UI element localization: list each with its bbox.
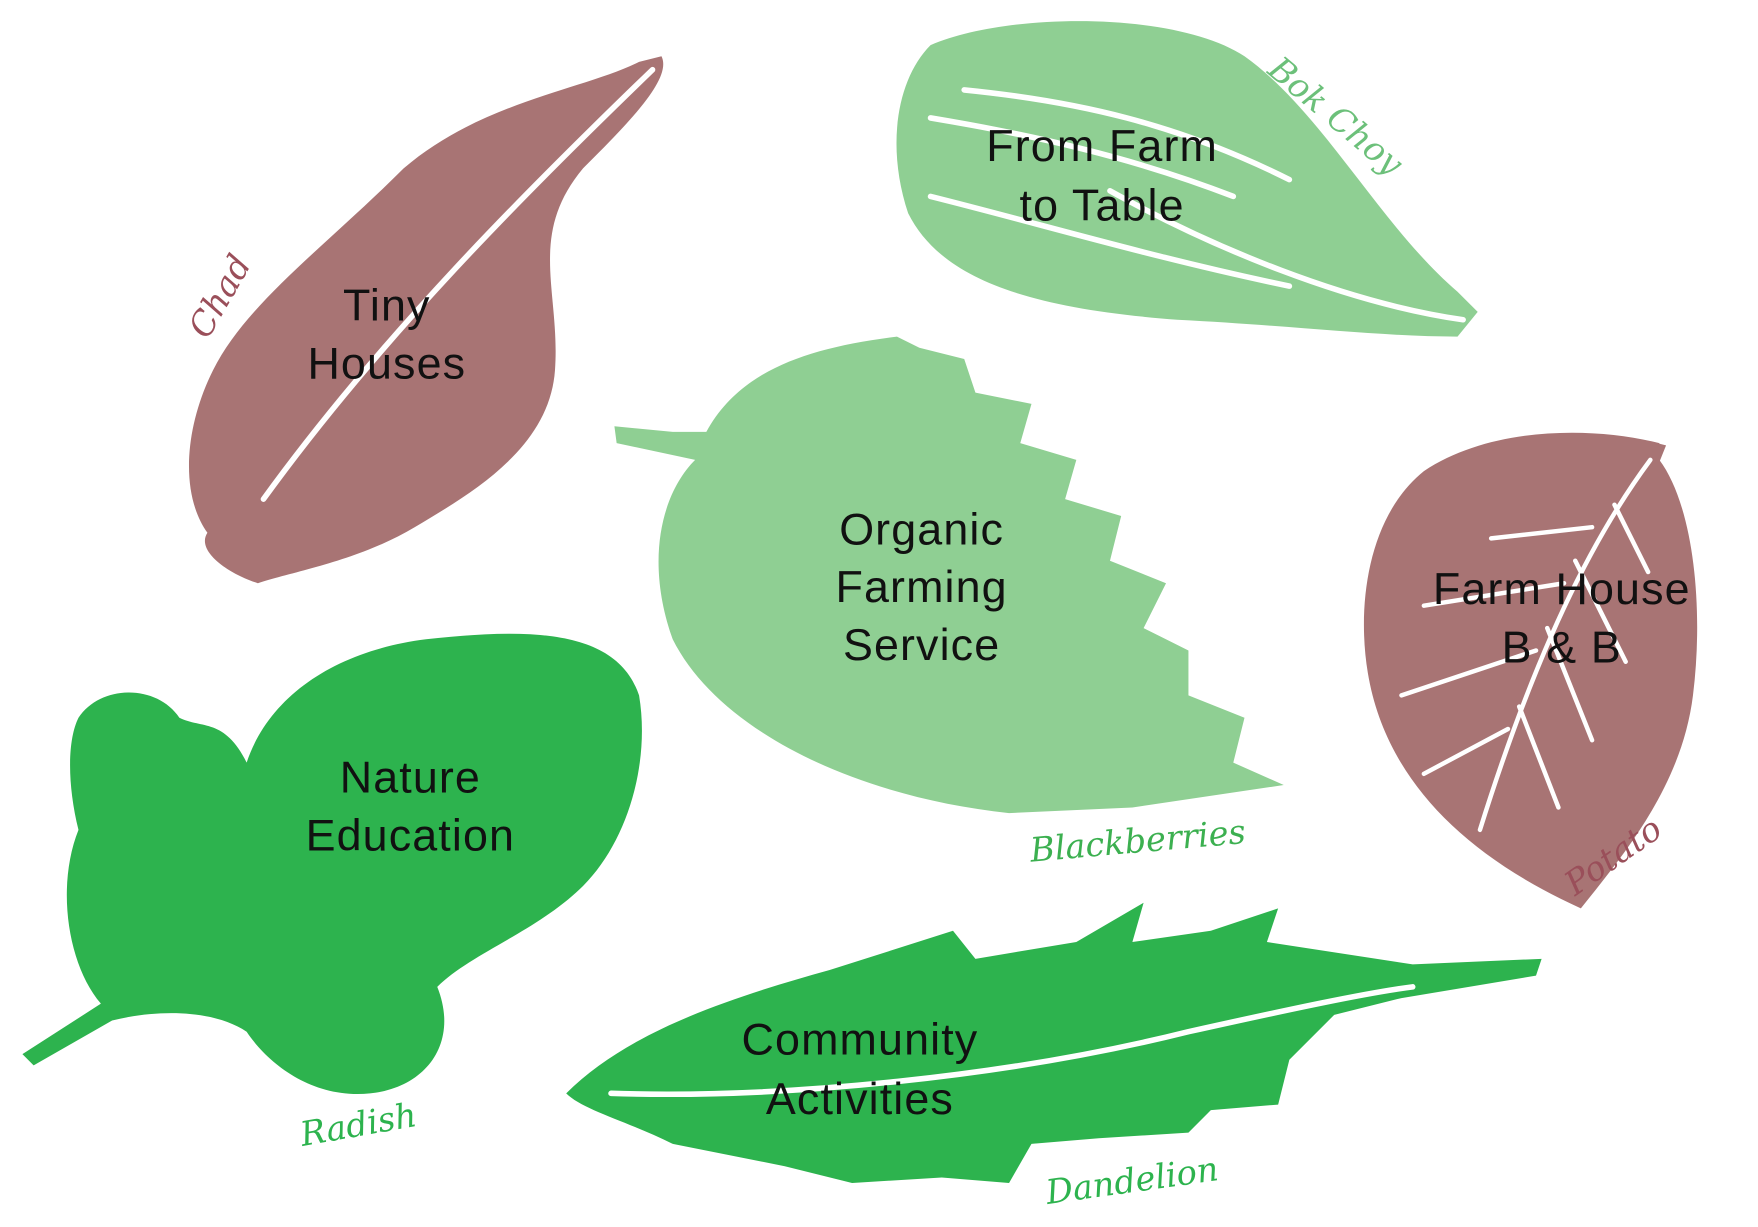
node-label: to Table — [1020, 180, 1185, 231]
node-label: Activities — [766, 1073, 954, 1124]
node-label: Education — [306, 810, 515, 861]
bok-choy-leaf — [896, 21, 1477, 336]
radish-leaf — [22, 634, 642, 1094]
node-label: Organic — [839, 504, 1004, 555]
node-label: From Farm — [986, 120, 1218, 171]
node-label: Nature — [340, 751, 481, 802]
leaf-diagram: Tiny Houses From Farm to Table Organic F… — [0, 0, 1758, 1227]
node-label: Farming — [835, 561, 1007, 612]
node-label: Farm House — [1433, 563, 1691, 614]
node-label: B & B — [1502, 621, 1622, 672]
node-label: Service — [843, 619, 1000, 670]
plant-name: Dandelion — [1042, 1149, 1220, 1212]
plant-name: Blackberries — [1027, 812, 1247, 870]
node-label: Houses — [307, 338, 466, 389]
dandelion-leaf — [566, 903, 1541, 1183]
plant-name: Radish — [296, 1095, 419, 1154]
node-label: Community — [742, 1014, 979, 1065]
node-label: Tiny — [343, 279, 431, 330]
